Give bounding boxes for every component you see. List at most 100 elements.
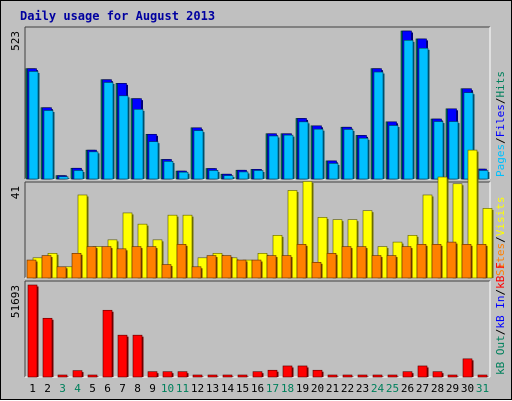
bar-kb-f-day-15 [237,374,249,378]
bar-pages-day-15 [238,171,250,180]
bar-kb-f-day-11 [177,371,189,378]
bar-kb-f-day-17 [267,369,279,378]
bar-pages-day-16 [253,170,265,180]
bar-kb-f-day-22 [342,374,354,378]
bar-kb-f-day-29 [447,374,459,378]
legend-separator: / [494,329,507,336]
bar-kb-f-day-21 [327,374,339,378]
day-label-18: 18 [281,382,294,395]
bar-sites-day-3 [56,266,68,279]
bar-kb-f-day-14 [222,374,234,378]
panel-legend: Sites/Visits [494,197,507,277]
bar-pages-day-28 [433,121,445,180]
day-label-16: 16 [251,382,264,395]
bar-kb-f-day-18 [282,365,294,378]
bar-kb-f-day-8 [132,334,144,378]
panel-hits-files-pages: 523 Pages/Files/Hits [9,26,507,180]
bar-sites-day-1 [26,259,38,279]
legend-separator: / [494,98,507,105]
bar-sites-day-23 [356,246,368,279]
day-label-11: 11 [176,382,189,395]
day-label-22: 22 [341,382,354,395]
legend-sites: Sites [494,243,507,276]
day-label-30: 30 [461,382,474,395]
bar-pages-day-3 [58,176,70,180]
bar-pages-day-21 [328,163,340,180]
bar-kb-f-day-26 [402,371,414,378]
bar-sites-day-4 [71,253,83,279]
bar-sites-day-17 [266,255,278,279]
day-label-29: 29 [446,382,459,395]
bar-kb-f-day-30 [462,358,474,378]
bar-pages-day-23 [358,137,370,180]
bar-kb-f-day-16 [252,371,264,378]
bar-pages-day-2 [43,110,55,180]
panel-legend: Pages/Files/Hits [494,71,507,177]
bar-sites-day-27 [416,244,428,279]
bar-pages-day-14 [223,175,235,180]
bar-sites-day-10 [161,264,173,279]
bar-kb-f-day-31 [477,374,489,378]
legend-separator: / [494,236,507,243]
day-label-27: 27 [416,382,429,395]
bar-pages-day-7 [118,95,130,180]
bar-kb-f-day-24 [372,374,384,378]
day-label-8: 8 [134,382,141,395]
bar-pages-day-10 [163,161,175,180]
day-label-7: 7 [119,382,126,395]
legend-separator: / [494,289,507,296]
bar-kb-f-day-7 [117,334,129,378]
legend-kb-f: kB F [494,262,507,289]
bar-kb-f-day-13 [207,374,219,378]
panel-max-label: 523 [9,31,22,51]
bar-pages-day-4 [73,170,85,180]
legend-visits: Visits [494,197,507,237]
bar-kb-f-day-23 [357,374,369,378]
bar-kb-f-day-2 [42,317,54,378]
bar-kb-f-day-27 [417,365,429,378]
day-label-15: 15 [236,382,249,395]
panel-max-label: 41 [9,186,22,199]
bar-kb-f-day-6 [102,309,114,378]
day-label-21: 21 [326,382,339,395]
chart-title: Daily usage for August 2013 [20,9,215,23]
bar-sites-day-6 [101,246,113,279]
bar-pages-day-13 [208,170,220,180]
bar-pages-day-25 [388,125,400,180]
bar-pages-day-29 [448,121,460,180]
day-label-31: 31 [476,382,489,395]
bar-pages-day-12 [193,130,205,180]
day-label-4: 4 [74,382,81,395]
bar-pages-day-6 [103,82,115,180]
bar-sites-day-11 [176,244,188,279]
day-label-9: 9 [149,382,156,395]
bar-kb-f-day-20 [312,369,324,378]
bar-pages-day-9 [148,141,160,180]
bar-kb-f-day-9 [147,371,159,378]
panel-visits-sites: 41 Sites/Visits [9,149,507,279]
day-label-10: 10 [161,382,174,395]
day-label-12: 12 [191,382,204,395]
bar-sites-day-13 [206,255,218,279]
bar-pages-day-19 [298,121,310,180]
legend-kb-in: kB In [494,296,507,329]
day-label-14: 14 [221,382,235,395]
day-label-6: 6 [104,382,111,395]
bar-pages-day-26 [403,40,415,180]
day-label-25: 25 [386,382,399,395]
day-label-2: 2 [44,382,51,395]
bar-kb-f-day-4 [72,370,84,378]
bar-sites-day-16 [251,259,263,279]
bar-sites-day-8 [131,246,143,279]
day-label-20: 20 [311,382,324,395]
day-label-1: 1 [29,382,36,395]
panel-max-label: 51693 [9,285,22,318]
day-label-17: 17 [266,382,279,395]
bar-kb-f-day-10 [162,371,174,378]
day-label-23: 23 [356,382,369,395]
bar-sites-day-21 [326,253,338,279]
day-label-26: 26 [401,382,414,395]
bar-pages-day-18 [283,134,295,180]
day-label-3: 3 [59,382,66,395]
